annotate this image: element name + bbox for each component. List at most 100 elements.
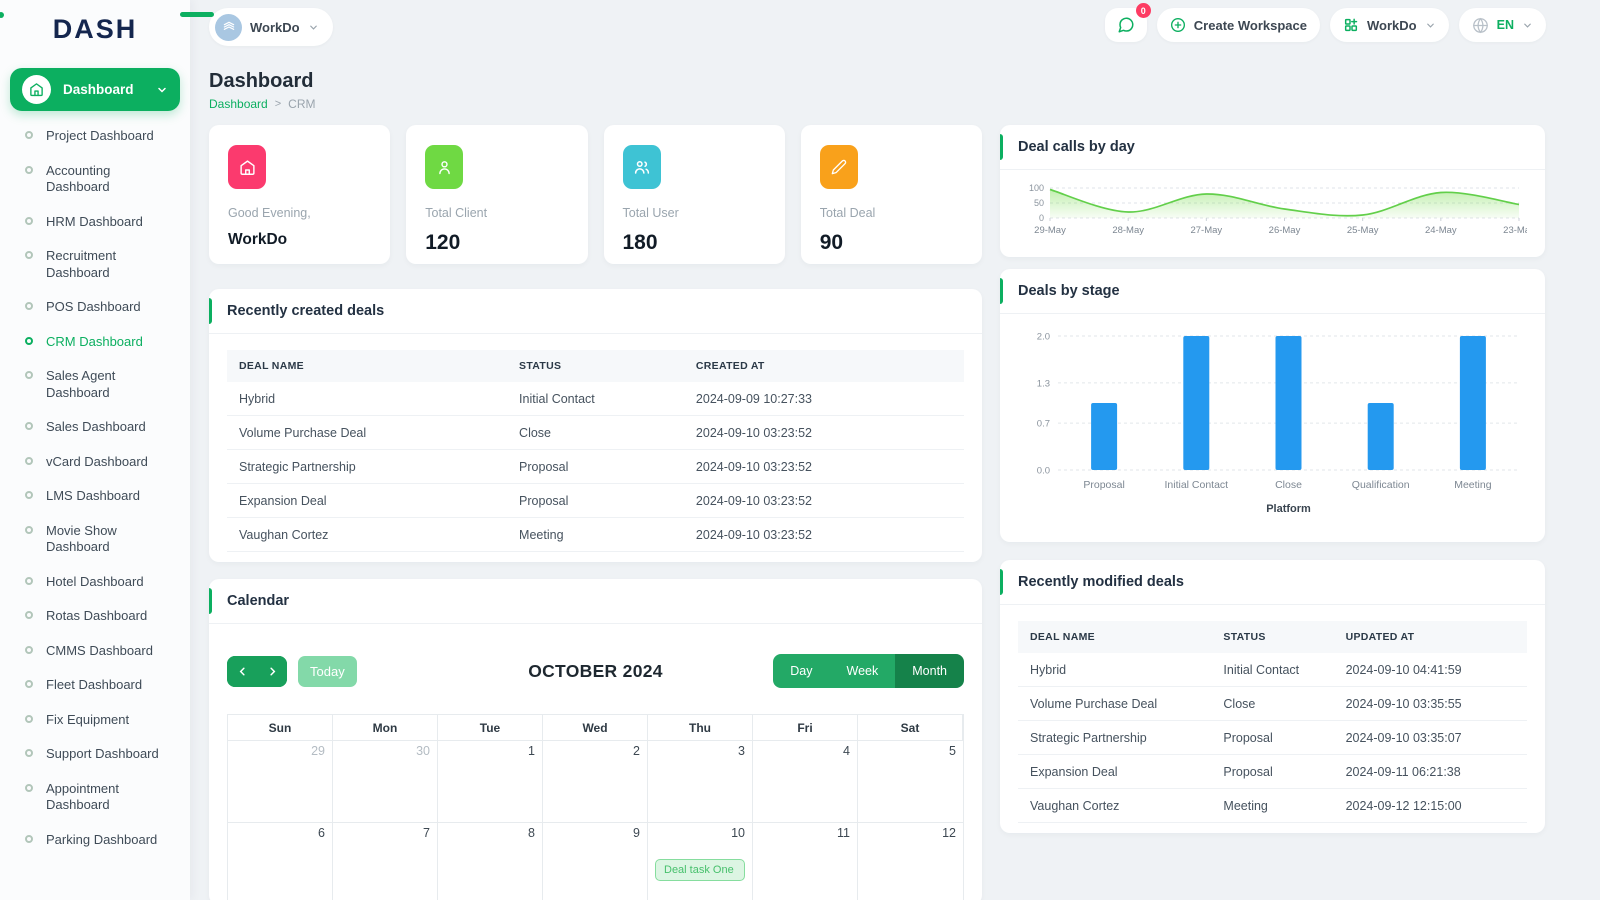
table-row: Expansion Deal Proposal 2024-09-11 06:21:3…	[1018, 754, 1527, 789]
sidebar-item-label: POS Dashboard	[46, 299, 141, 314]
card-title: Calendar	[227, 593, 290, 609]
svg-text:50: 50	[1034, 198, 1044, 208]
sidebar-item-accounting-dashboard[interactable]: Accounting Dashboard	[0, 154, 190, 205]
svg-text:25-May: 25-May	[1347, 225, 1379, 236]
card-header: Recently modified deals	[1000, 560, 1545, 605]
sidebar-item-rotas-dashboard[interactable]: Rotas Dashboard	[0, 599, 190, 634]
calendar-day-cell[interactable]: 4	[753, 741, 858, 823]
calendar-day-cell[interactable]: 29	[228, 741, 333, 823]
sidebar-item-sales-agent-dashboard[interactable]: Sales Agent Dashboard	[0, 359, 190, 410]
sidebar-item-movie-show-dashboard[interactable]: Movie Show Dashboard	[0, 514, 190, 565]
create-workspace-button[interactable]: Create Workspace	[1156, 8, 1321, 42]
svg-text:24-May: 24-May	[1425, 225, 1457, 236]
table-cell: Volume Purchase Deal	[227, 415, 508, 450]
table-row: Volume Purchase Deal Close 2024-09-10 03:2…	[227, 415, 964, 450]
calendar-today-button[interactable]: Today	[298, 655, 357, 687]
sidebar-item-project-dashboard[interactable]: Project Dashboard	[0, 119, 190, 154]
calendar-view-day[interactable]: Day	[773, 654, 830, 688]
table-header-row: Deal Name Status Created At	[227, 350, 964, 382]
stat-card-total-deal: Total Deal 90	[800, 125, 982, 264]
calendar-day-cell[interactable]: 6	[228, 823, 333, 900]
table-cell: Close	[1211, 686, 1334, 721]
table-cell: Expansion Deal	[227, 483, 508, 518]
svg-text:28-May: 28-May	[1112, 225, 1144, 236]
sidebar-menu: Project Dashboard Accounting Dashboard HRM…	[0, 119, 190, 859]
language-selector[interactable]: EN	[1458, 8, 1546, 42]
sidebar-dashboard-toggle[interactable]: Dashboard	[10, 68, 180, 111]
sidebar-item-appointment-dashboard[interactable]: Appointment Dashboard	[0, 772, 190, 823]
card-header: Deals by stage	[1000, 269, 1545, 314]
calendar-day-cell[interactable]: 30	[333, 741, 438, 823]
table-cell: 2024-09-10 03:23:52	[683, 415, 964, 450]
calendar-event[interactable]: Deal task One	[655, 859, 745, 881]
card-header: Calendar	[209, 579, 982, 624]
circle-icon	[25, 371, 33, 379]
app-menu-button[interactable]: WorkDo	[1330, 8, 1449, 42]
chevron-down-icon	[1524, 23, 1531, 28]
calendar-card: Calendar	[209, 579, 982, 900]
calendar-day-cell[interactable]: 12	[858, 823, 963, 900]
calendar-day-cell[interactable]: 1	[438, 741, 543, 823]
sidebar-item-parking-dashboard[interactable]: Parking Dashboard	[0, 823, 190, 858]
calendar-view-month[interactable]: Month	[895, 654, 964, 688]
stat-value: 90	[819, 231, 844, 254]
circle-icon	[25, 680, 33, 688]
stat-label: Good Evening,	[228, 206, 311, 220]
sidebar-item-recruitment-dashboard[interactable]: Recruitment Dashboard	[0, 239, 190, 290]
svg-text:2.0: 2.0	[1037, 332, 1050, 343]
calendar-prev-button[interactable]	[227, 655, 257, 687]
day-number: 30	[416, 744, 430, 758]
sidebar-item-label: Sales Dashboard	[46, 419, 146, 434]
sidebar-item-property-manage[interactable]: Property Manage	[0, 857, 190, 859]
sidebar-item-crm-dashboard[interactable]: CRM Dashboard	[0, 325, 190, 360]
day-number: 9	[633, 826, 640, 840]
calendar-day-cell[interactable]: 2	[543, 741, 648, 823]
sidebar-item-label: vCard Dashboard	[46, 453, 148, 469]
circle-icon	[25, 131, 33, 139]
stat-card-greeting: Good Evening, WorkDo	[209, 125, 391, 264]
sidebar-item-vcard-dashboard[interactable]: vCard Dashboard	[0, 445, 190, 480]
sidebar-item-support-dashboard[interactable]: Support Dashboard	[0, 737, 190, 772]
sidebar-item-pos-dashboard[interactable]: POS Dashboard	[0, 290, 190, 325]
svg-text:0.0: 0.0	[1037, 466, 1050, 477]
day-number: 4	[843, 744, 850, 758]
app-menu-label: WorkDo	[1367, 17, 1417, 33]
calendar-day-cell[interactable]: 10 Deal task One	[648, 823, 753, 900]
calendar-day-cell[interactable]: 3	[648, 741, 753, 823]
stat-value: 180	[622, 231, 658, 254]
calendar-day-cell[interactable]: 11	[753, 823, 858, 900]
sidebar-item-fix-equipment[interactable]: Fix Equipment	[0, 703, 190, 738]
table-row: Strategic Partnership Proposal 2024-09-10 …	[1018, 720, 1527, 755]
calendar-day-cell[interactable]: 9	[543, 823, 648, 900]
breadcrumb-dashboard[interactable]: Dashboard	[209, 97, 268, 111]
table-row: Vaughan Cortez Meeting 2024-09-10 03:23:52	[227, 517, 964, 552]
sidebar-item-hrm-dashboard[interactable]: HRM Dashboard	[0, 205, 190, 240]
calendar-view-week[interactable]: Week	[829, 654, 896, 688]
calendar-next-button[interactable]	[257, 655, 287, 687]
sidebar-item-label: Fleet Dashboard	[46, 677, 143, 692]
table-cell: Proposal	[507, 483, 684, 518]
calendar-day-header: Tue	[438, 715, 543, 741]
day-number: 7	[423, 826, 430, 840]
breadcrumb-current: CRM	[288, 97, 316, 111]
sidebar-item-sales-dashboard[interactable]: Sales Dashboard	[0, 410, 190, 445]
sidebar-item-hotel-dashboard[interactable]: Hotel Dashboard	[0, 565, 190, 600]
workspace-selector[interactable]: WorkDo	[209, 8, 333, 46]
building-icon	[223, 21, 234, 30]
table-cell: Initial Contact	[507, 382, 684, 416]
brand-logo[interactable]: DASH	[0, 0, 214, 58]
sidebar-item-lms-dashboard[interactable]: LMS Dashboard	[0, 479, 190, 514]
sidebar-item-fleet-dashboard[interactable]: Fleet Dashboard	[0, 668, 190, 703]
sidebar-item-label: CMMS Dashboard	[46, 642, 153, 658]
create-workspace-label: Create Workspace	[1193, 17, 1308, 33]
table-cell: Initial Contact	[1211, 653, 1334, 687]
messages-button[interactable]: 0	[1104, 3, 1151, 42]
calendar-day-cell[interactable]: 7	[333, 823, 438, 900]
circle-icon	[25, 834, 33, 843]
calendar-day-cell[interactable]: 8	[438, 823, 543, 900]
calendar-grid: Sun Mon Tue Wed Thu Fri Sat 29 30 1 2 3 4 5 6 7 8 9 10 Deal…	[227, 714, 964, 900]
sidebar-item-cmms-dashboard[interactable]: CMMS Dashboard	[0, 634, 190, 669]
svg-text:23-May: 23-May	[1503, 225, 1527, 236]
card-header: Deal calls by day	[1000, 125, 1545, 170]
calendar-day-cell[interactable]: 5	[858, 741, 963, 823]
